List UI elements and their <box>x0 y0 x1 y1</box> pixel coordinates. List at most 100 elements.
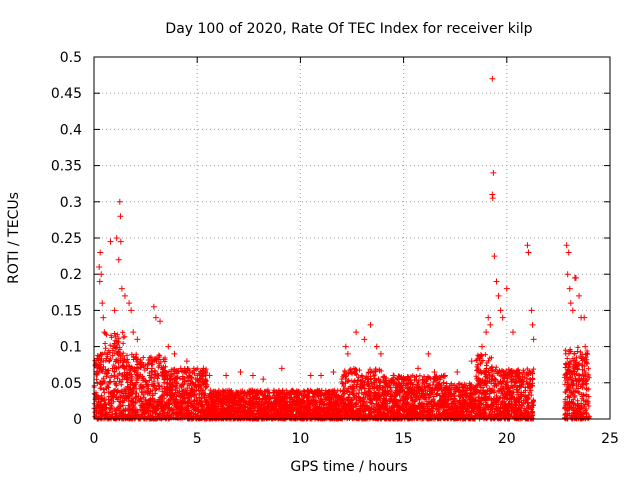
data-point <box>179 395 185 401</box>
data-point <box>132 395 138 401</box>
data-point <box>130 406 136 412</box>
grid-lines <box>94 57 610 419</box>
data-point <box>196 382 202 388</box>
data-point <box>185 394 191 400</box>
data-point <box>140 355 146 361</box>
data-point <box>170 395 176 401</box>
data-point <box>115 375 121 381</box>
data-point <box>156 360 162 366</box>
y-tick-label: 0.05 <box>51 376 82 392</box>
data-point <box>117 345 123 351</box>
data-point <box>125 379 131 385</box>
data-point <box>122 334 128 340</box>
data-point <box>131 369 137 375</box>
data-point <box>148 355 154 361</box>
y-tick-label: 0.4 <box>60 122 82 138</box>
data-point <box>111 378 117 384</box>
data-point <box>120 340 126 346</box>
data-point <box>107 342 113 348</box>
data-point <box>174 405 180 411</box>
data-point <box>127 413 133 419</box>
x-axis-label: GPS time / hours <box>290 459 407 475</box>
data-point <box>129 351 135 357</box>
data-point <box>159 411 165 417</box>
data-point <box>136 398 142 404</box>
data-point <box>356 390 362 396</box>
data-point <box>356 367 362 373</box>
data-point <box>146 398 152 404</box>
data-point <box>148 388 154 394</box>
data-point <box>174 375 180 381</box>
data-point <box>101 390 107 396</box>
data-point <box>417 373 423 379</box>
data-point <box>164 392 170 398</box>
data-point <box>153 411 159 417</box>
y-tick-label: 0.45 <box>51 86 82 102</box>
data-point <box>170 399 176 405</box>
data-point <box>204 384 210 390</box>
data-point <box>134 356 140 362</box>
data-point <box>107 358 113 364</box>
data-point <box>198 402 204 408</box>
data-point <box>116 398 122 404</box>
data-point <box>114 389 120 395</box>
data-point <box>184 413 190 419</box>
data-point <box>162 368 168 374</box>
data-point <box>159 402 165 408</box>
data-point <box>102 379 108 385</box>
data-point <box>177 401 183 407</box>
data-point <box>152 397 158 403</box>
y-tick-label: 0.2 <box>60 267 82 283</box>
data-point <box>108 405 114 411</box>
data-point <box>112 344 118 350</box>
data-point <box>125 395 131 401</box>
data-point <box>102 408 108 414</box>
data-point <box>94 356 100 362</box>
data-point <box>143 379 149 385</box>
data-point <box>198 391 204 397</box>
data-point <box>174 412 180 418</box>
data-point <box>155 380 161 386</box>
data-point <box>93 409 99 415</box>
data-point <box>117 378 123 384</box>
y-tick-label: 0.25 <box>51 231 82 247</box>
data-point <box>109 411 115 417</box>
data-point <box>155 371 161 377</box>
data-point <box>168 371 174 377</box>
data-point <box>109 394 115 400</box>
x-tick-label: 0 <box>90 431 99 447</box>
data-point <box>99 397 105 403</box>
data-point <box>108 332 114 338</box>
data-point <box>191 371 197 377</box>
x-tick-label: 15 <box>395 431 413 447</box>
data-point <box>168 376 174 382</box>
data-point <box>152 357 158 363</box>
data-point <box>111 340 117 346</box>
data-point <box>112 350 118 356</box>
data-point <box>185 377 191 383</box>
data-point <box>128 378 134 384</box>
data-point <box>134 377 140 383</box>
data-point <box>112 374 118 380</box>
y-tick-label: 0.15 <box>51 303 82 319</box>
data-point <box>110 365 116 371</box>
data-point <box>190 406 196 412</box>
data-point <box>100 364 106 370</box>
data-point <box>99 351 105 357</box>
data-point <box>104 355 110 361</box>
data-point <box>165 384 171 390</box>
data-point <box>189 387 195 393</box>
data-point <box>144 408 150 414</box>
data-point <box>180 373 186 379</box>
data-point <box>124 375 130 381</box>
data-point <box>103 385 109 391</box>
x-tick-label: 5 <box>193 431 202 447</box>
data-point <box>132 368 138 374</box>
data-point <box>178 391 184 397</box>
data-point <box>160 356 166 362</box>
data-point <box>183 407 189 413</box>
data-point <box>164 410 170 416</box>
data-point <box>112 330 118 336</box>
